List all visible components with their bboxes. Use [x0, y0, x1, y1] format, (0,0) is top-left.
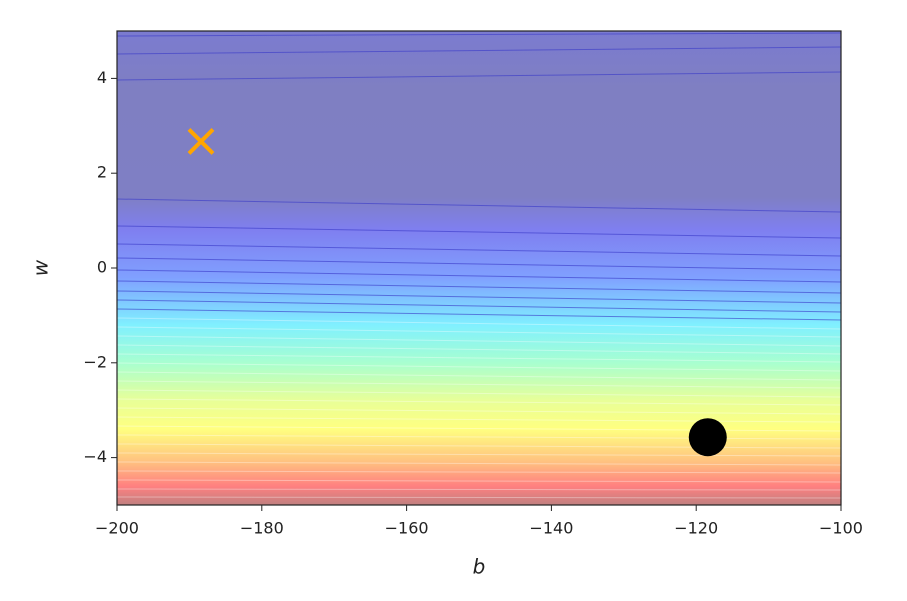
x-tick-label: −160 [385, 519, 429, 538]
y-tick-label: −2 [83, 352, 107, 371]
x-tick-label: −120 [674, 519, 718, 538]
point-dot [688, 418, 727, 457]
x-axis-label: b [473, 555, 486, 579]
y-tick-label: −4 [83, 447, 107, 466]
y-tick-label: 4 [97, 68, 107, 87]
y-tick-label: 0 [97, 258, 107, 277]
x-tick-label: −180 [240, 519, 284, 538]
y-tick-label: 2 [97, 163, 107, 182]
x-tick-label: −200 [95, 519, 139, 538]
x-tick-label: −100 [819, 519, 863, 538]
y-axis-label: w [29, 259, 53, 276]
contour-fill [117, 31, 841, 505]
x-tick-label: −140 [529, 519, 573, 538]
point-cross [187, 128, 215, 155]
